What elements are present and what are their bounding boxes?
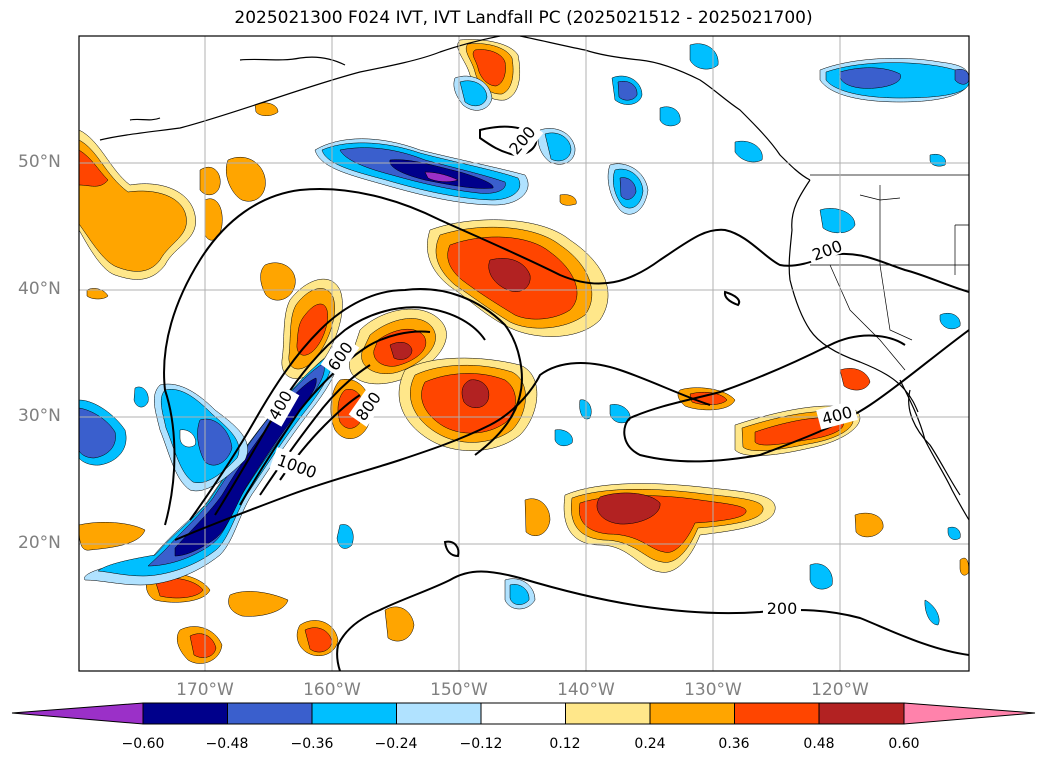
colorbar-segment-4	[396, 702, 482, 725]
colorbar-segment-5	[480, 702, 566, 725]
colorbar-segment-1	[142, 702, 228, 725]
lat-label-40n: 40°N	[18, 279, 61, 299]
coastlines	[99, 36, 969, 521]
colorbar-tick-7: 0.36	[718, 736, 750, 752]
gridlines	[79, 36, 969, 671]
lon-label-120w: 120°W	[811, 680, 869, 700]
colorbar-segment-0	[11, 702, 144, 725]
contour-label-200-south: 200	[767, 599, 798, 618]
colorbar-tick-6: 0.24	[634, 736, 666, 752]
colorbar	[11, 702, 1036, 725]
colorbar-tick-0: −0.60	[121, 736, 165, 752]
lon-label-170w: 170°W	[176, 680, 234, 700]
map-frame	[78, 35, 970, 672]
colorbar-segment-3	[311, 702, 397, 725]
ivt-contours	[163, 125, 969, 671]
colorbar-tick-3: −0.24	[374, 736, 418, 752]
colorbar-segment-6	[565, 702, 651, 725]
lat-label-50n: 50°N	[18, 152, 61, 172]
lon-label-130w: 130°W	[684, 680, 742, 700]
colorbar-segment-8	[734, 702, 820, 725]
lon-label-140w: 140°W	[557, 680, 615, 700]
colorbar-tick-5: 0.12	[549, 736, 581, 752]
lat-label-30n: 30°N	[18, 406, 61, 426]
lon-label-150w: 150°W	[430, 680, 488, 700]
ivt-map: 200 200 200 400 400 600 800 1000	[78, 35, 970, 672]
map-title: 2025021300 F024 IVT, IVT Landfall PC (20…	[234, 8, 813, 28]
colorbar-tick-2: −0.36	[290, 736, 334, 752]
colorbar-tick-4: −0.12	[459, 736, 503, 752]
colorbar-segment-9	[818, 702, 905, 725]
positive-pc-fields	[79, 39, 969, 664]
colorbar-tick-9: 0.60	[888, 736, 920, 752]
colorbar-segment-10	[903, 702, 1036, 725]
colorbar-tick-8: 0.48	[803, 736, 835, 752]
lat-label-20n: 20°N	[18, 533, 61, 553]
contour-labels: 200 200 200 400 400 600 800 1000	[262, 119, 858, 618]
colorbar-tick-1: −0.48	[205, 736, 249, 752]
colorbar-segment-2	[227, 702, 313, 725]
colorbar-segment-7	[649, 702, 735, 725]
lon-label-160w: 160°W	[303, 680, 361, 700]
